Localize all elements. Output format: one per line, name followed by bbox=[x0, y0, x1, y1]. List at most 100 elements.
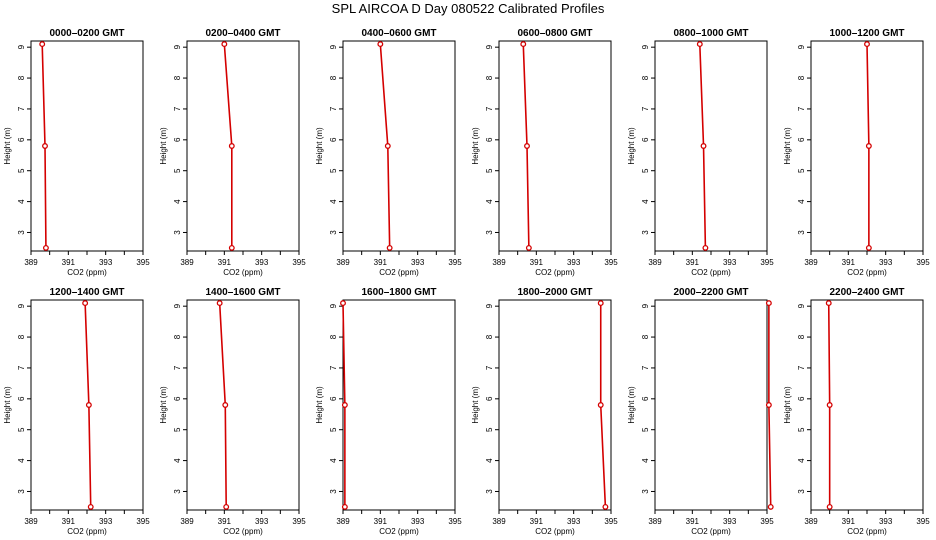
y-tick-label: 6 bbox=[641, 137, 650, 142]
x-tick-label: 395 bbox=[292, 517, 306, 526]
x-tick-label: 389 bbox=[336, 258, 350, 267]
y-tick-label: 5 bbox=[329, 168, 338, 173]
x-tick-label: 391 bbox=[530, 517, 544, 526]
profile-point bbox=[826, 503, 833, 510]
y-tick-label: 8 bbox=[173, 75, 182, 80]
panel-title: 1000–1200 GMT bbox=[829, 28, 904, 39]
profile-panel: 2000–2200 GMT 389 391 393 395 CO2 (ppm) 3 4 5 6 7 8… bbox=[627, 287, 774, 536]
plot-frame bbox=[186, 40, 300, 252]
profile-point bbox=[765, 402, 772, 408]
panel-title: 2200–2400 GMT bbox=[829, 287, 904, 298]
y-tick-label: 9 bbox=[329, 44, 338, 49]
x-axis-label: CO2 (ppm) bbox=[67, 527, 107, 536]
y-tick-label: 8 bbox=[641, 334, 650, 339]
profile-point bbox=[386, 244, 393, 251]
x-axis-label: CO2 (ppm) bbox=[691, 268, 731, 277]
profile-point bbox=[525, 244, 532, 251]
profile-point bbox=[826, 402, 833, 408]
profile-point bbox=[87, 503, 94, 510]
y-tick-label: 8 bbox=[485, 334, 494, 339]
profile-point bbox=[865, 244, 872, 251]
profile-point bbox=[524, 143, 530, 149]
y-tick-label: 4 bbox=[797, 199, 806, 204]
y-tick-label: 6 bbox=[797, 396, 806, 401]
y-tick-label: 6 bbox=[485, 396, 494, 401]
y-tick-label: 9 bbox=[329, 303, 338, 308]
y-tick-label: 7 bbox=[173, 365, 182, 370]
profile-point bbox=[702, 244, 709, 251]
panel-title: 0800–1000 GMT bbox=[673, 28, 748, 39]
x-tick-label: 391 bbox=[842, 517, 856, 526]
panel-title: 0600–0800 GMT bbox=[517, 28, 592, 39]
y-tick-label: 6 bbox=[329, 137, 338, 142]
x-tick-label: 393 bbox=[255, 258, 269, 267]
x-axis-label: CO2 (ppm) bbox=[379, 268, 419, 277]
profile-point bbox=[597, 300, 604, 307]
x-tick-label: 393 bbox=[255, 517, 269, 526]
y-axis-label: Height (m) bbox=[627, 127, 636, 165]
profile-point bbox=[39, 41, 46, 48]
x-tick-label: 389 bbox=[24, 258, 38, 267]
x-tick-label: 389 bbox=[492, 258, 506, 267]
y-tick-label: 8 bbox=[329, 334, 338, 339]
x-tick-label: 393 bbox=[99, 517, 113, 526]
x-tick-label: 393 bbox=[879, 258, 893, 267]
x-tick-label: 391 bbox=[686, 258, 700, 267]
profile-point bbox=[221, 41, 228, 48]
y-tick-label: 5 bbox=[797, 427, 806, 432]
panel-title: 2000–2200 GMT bbox=[673, 287, 748, 298]
panel-title: 1200–1400 GMT bbox=[49, 287, 124, 298]
y-tick-label: 5 bbox=[641, 427, 650, 432]
y-tick-label: 5 bbox=[485, 168, 494, 173]
y-tick-label: 7 bbox=[485, 106, 494, 111]
x-tick-label: 393 bbox=[723, 517, 737, 526]
plot-frame bbox=[654, 299, 768, 511]
y-tick-label: 8 bbox=[797, 75, 806, 80]
panel-title: 0400–0600 GMT bbox=[361, 28, 436, 39]
panel-title: 1600–1800 GMT bbox=[361, 287, 436, 298]
profile-point bbox=[700, 143, 707, 149]
x-tick-label: 391 bbox=[530, 258, 544, 267]
profile-point bbox=[765, 300, 772, 307]
x-tick-label: 391 bbox=[218, 517, 232, 526]
y-tick-label: 3 bbox=[797, 230, 806, 235]
y-tick-label: 9 bbox=[17, 303, 26, 308]
profile-panel: 1200–1400 GMT 389 391 393 395 CO2 (ppm) 3 4 5 6 7 8… bbox=[3, 287, 150, 536]
x-axis-label: CO2 (ppm) bbox=[535, 268, 575, 277]
x-tick-label: 395 bbox=[448, 258, 462, 267]
y-tick-label: 4 bbox=[797, 458, 806, 463]
x-tick-label: 395 bbox=[604, 258, 618, 267]
y-tick-label: 3 bbox=[797, 489, 806, 494]
plot-frame bbox=[498, 299, 612, 511]
y-tick-label: 4 bbox=[485, 199, 494, 204]
x-axis-label: CO2 (ppm) bbox=[67, 268, 107, 277]
x-tick-label: 395 bbox=[760, 258, 774, 267]
y-axis-label: Height (m) bbox=[627, 386, 636, 424]
y-tick-label: 7 bbox=[641, 106, 650, 111]
x-tick-label: 393 bbox=[723, 258, 737, 267]
x-axis-label: CO2 (ppm) bbox=[379, 527, 419, 536]
plot-frame bbox=[186, 299, 300, 511]
x-tick-label: 389 bbox=[492, 517, 506, 526]
y-tick-label: 7 bbox=[485, 365, 494, 370]
y-tick-label: 9 bbox=[797, 303, 806, 308]
x-tick-label: 391 bbox=[62, 258, 76, 267]
x-tick-label: 391 bbox=[62, 517, 76, 526]
x-tick-label: 389 bbox=[648, 517, 662, 526]
y-tick-label: 8 bbox=[329, 75, 338, 80]
x-tick-label: 395 bbox=[136, 517, 150, 526]
profile-point bbox=[377, 41, 384, 48]
profile-point bbox=[384, 143, 391, 149]
y-tick-label: 9 bbox=[797, 44, 806, 49]
x-tick-label: 393 bbox=[411, 258, 425, 267]
profile-point bbox=[216, 300, 223, 307]
x-tick-label: 389 bbox=[336, 517, 350, 526]
x-tick-label: 391 bbox=[374, 258, 388, 267]
profile-panel: 0800–1000 GMT 389 391 393 395 CO2 (ppm) 3 4 5 6 7 8… bbox=[627, 28, 774, 277]
x-tick-label: 389 bbox=[804, 517, 818, 526]
y-tick-label: 4 bbox=[641, 458, 650, 463]
y-tick-label: 3 bbox=[641, 489, 650, 494]
y-tick-label: 7 bbox=[797, 365, 806, 370]
y-axis-label: Height (m) bbox=[3, 127, 12, 165]
y-tick-label: 3 bbox=[173, 489, 182, 494]
